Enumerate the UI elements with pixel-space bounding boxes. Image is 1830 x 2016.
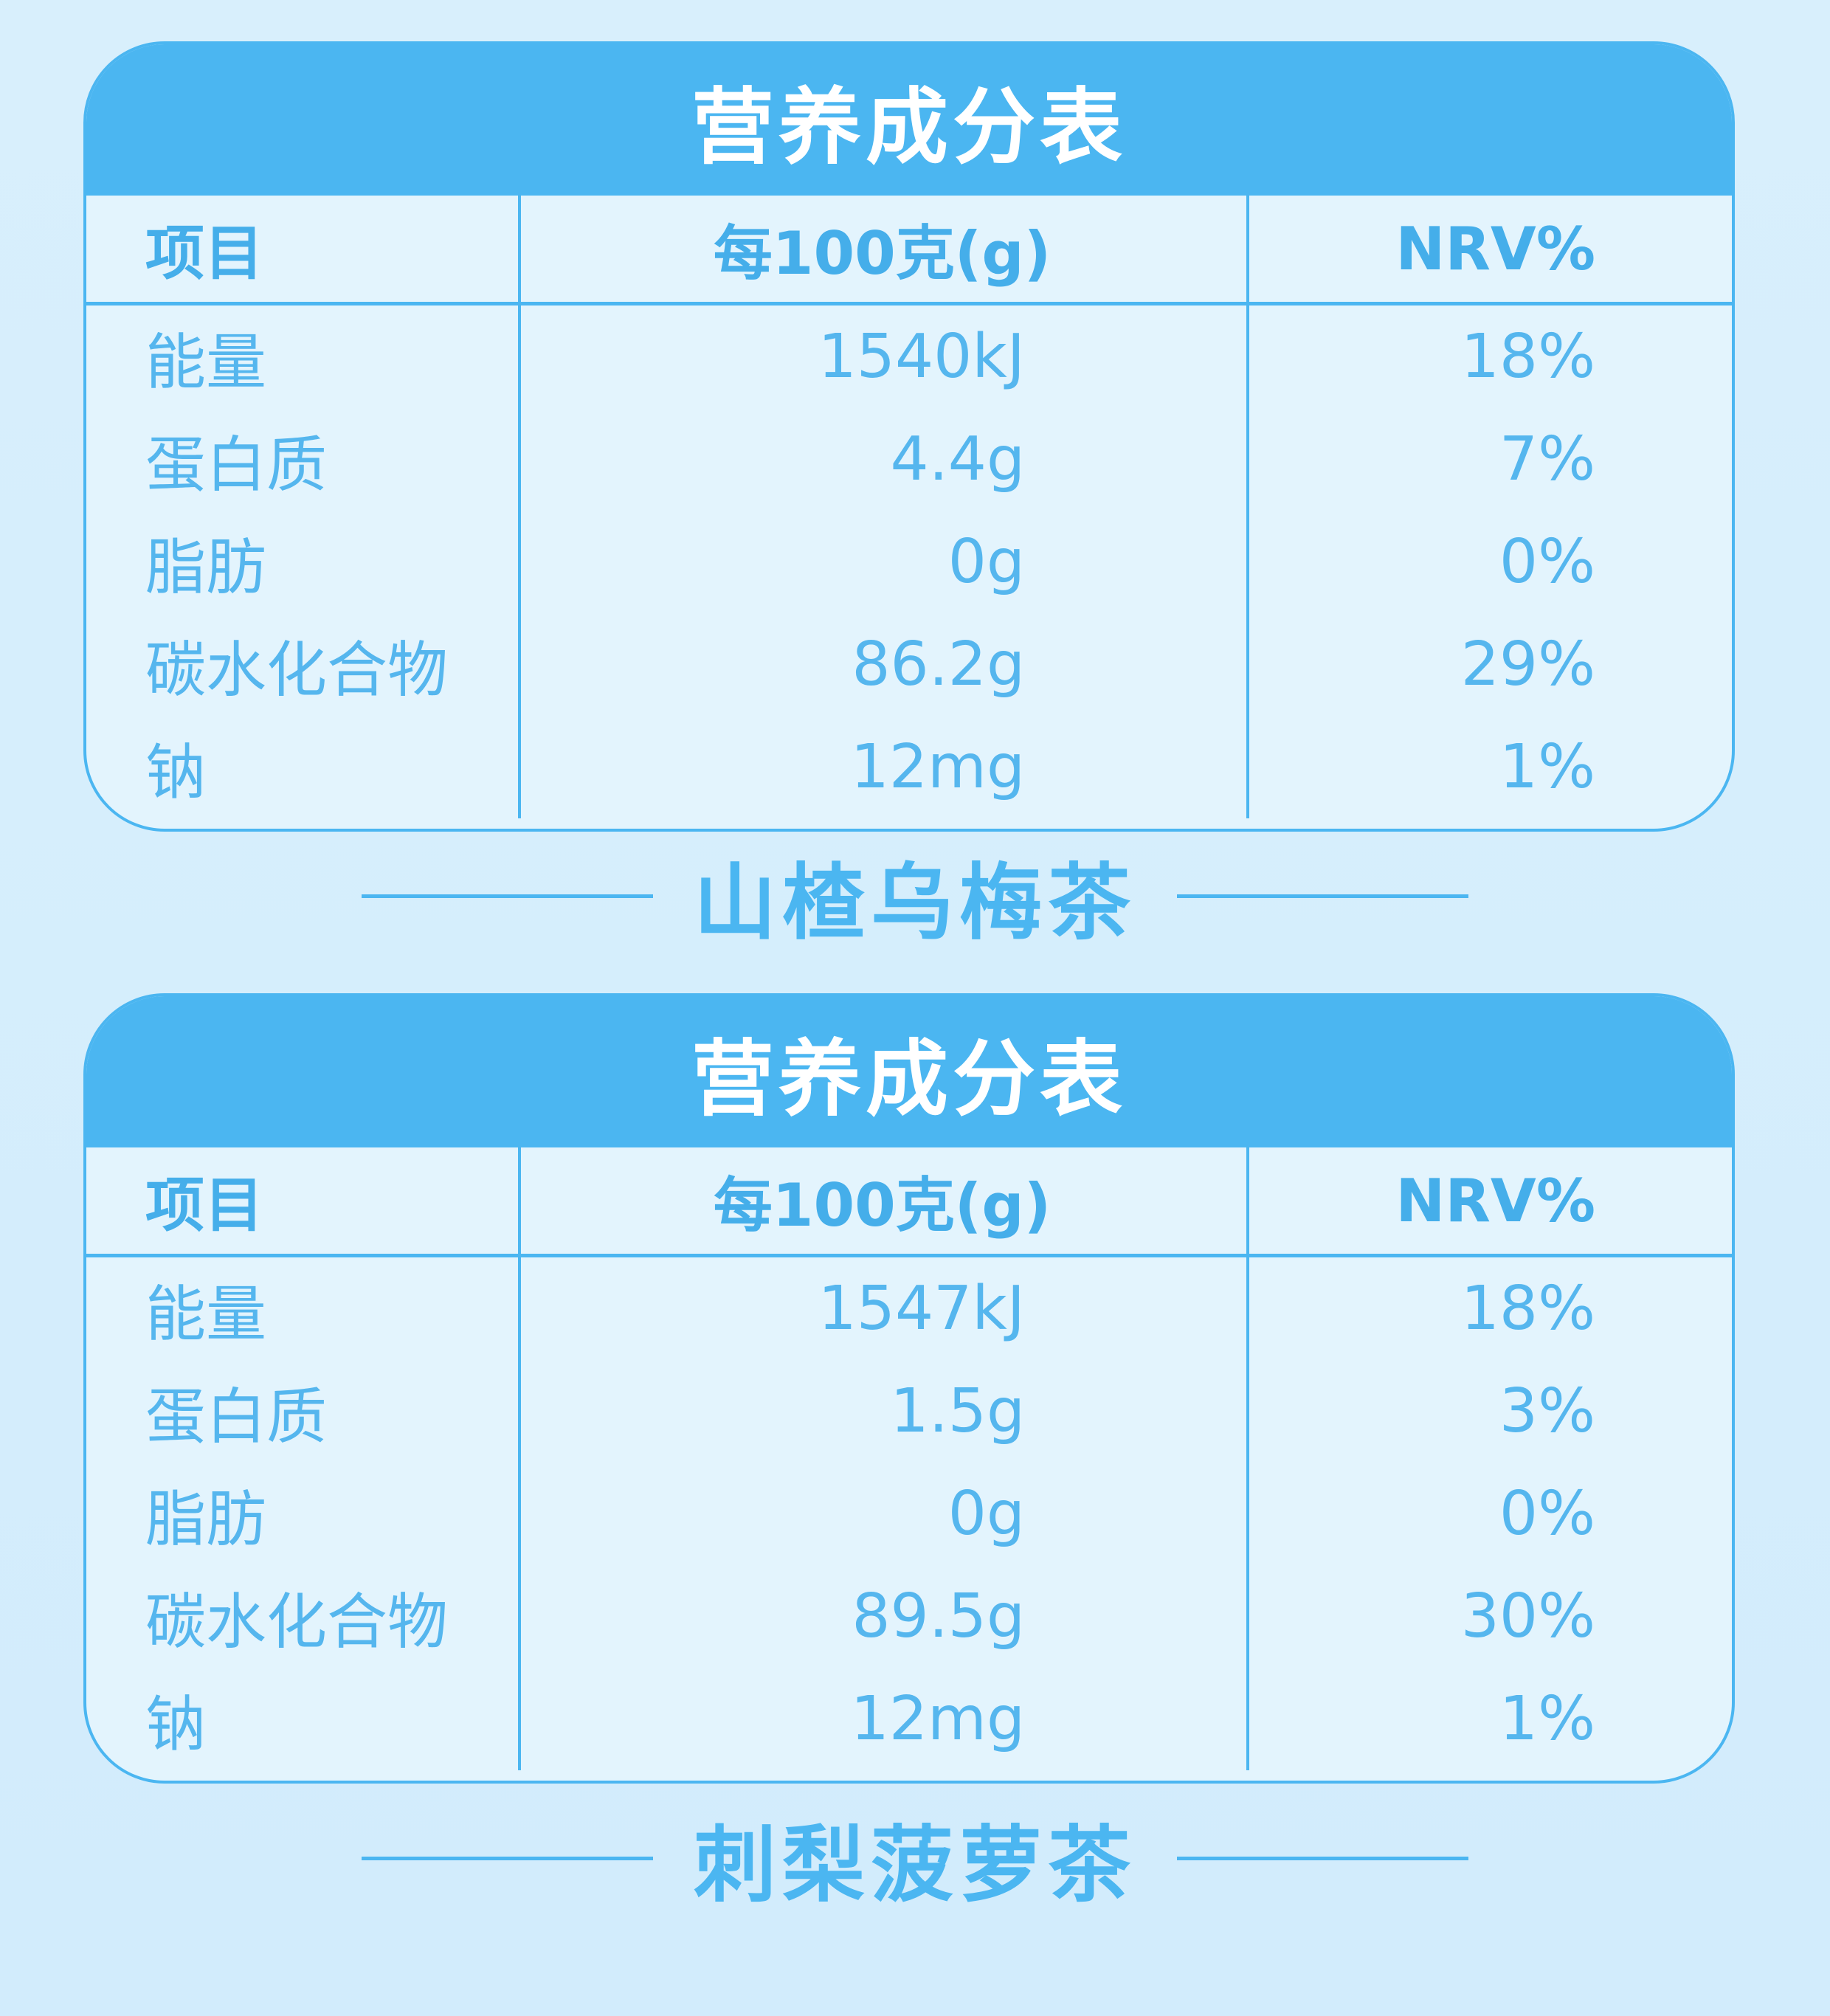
table-title: 营养成分表 bbox=[86, 44, 1732, 196]
nutrient-nrv: 1% bbox=[1499, 1684, 1595, 1754]
nutrient-nrv: 18% bbox=[1460, 1274, 1595, 1344]
divider-line bbox=[1177, 894, 1468, 898]
column-divider bbox=[1246, 196, 1249, 818]
nutrition-table-1: 营养成分表 项目 每100克(g) NRV% 能量 1540kJ 18% 蛋白质… bbox=[83, 41, 1735, 832]
divider-line bbox=[362, 1856, 653, 1860]
product-name: 刺梨菠萝茶 bbox=[694, 1817, 1136, 1913]
product-name: 山楂乌梅茶 bbox=[694, 855, 1136, 951]
nutrient-amount: 12mg bbox=[850, 732, 1025, 802]
nutrient-nrv: 3% bbox=[1499, 1376, 1595, 1446]
nutrient-nrv: 30% bbox=[1460, 1581, 1595, 1651]
nutrient-name: 脂肪 bbox=[145, 1485, 267, 1555]
nutrient-nrv: 1% bbox=[1499, 732, 1595, 802]
table-row: 蛋白质 1.5g 3% bbox=[86, 1360, 1732, 1463]
column-header-nrv: NRV% bbox=[1395, 1166, 1595, 1235]
nutrient-name: 脂肪 bbox=[145, 533, 267, 603]
table-row: 钠 12mg 1% bbox=[86, 1668, 1732, 1770]
nutrient-name: 蛋白质 bbox=[145, 430, 328, 500]
nutrient-name: 能量 bbox=[145, 328, 267, 398]
table-row: 脂肪 0g 0% bbox=[86, 1463, 1732, 1565]
table-row: 能量 1547kJ 18% bbox=[86, 1257, 1732, 1360]
table-grid: 项目 每100克(g) NRV% 能量 1540kJ 18% 蛋白质 4.4g … bbox=[86, 196, 1732, 818]
column-header-per100g: 每100克(g) bbox=[713, 219, 1052, 288]
nutrient-name: 蛋白质 bbox=[145, 1382, 328, 1452]
nutrient-amount: 86.2g bbox=[852, 629, 1025, 700]
nutrient-amount: 1547kJ bbox=[818, 1274, 1025, 1344]
nutrient-nrv: 0% bbox=[1499, 527, 1595, 597]
nutrient-name: 能量 bbox=[145, 1280, 267, 1350]
product-name-label-1: 山楂乌梅茶 bbox=[0, 844, 1830, 951]
nutrient-nrv: 18% bbox=[1460, 322, 1595, 392]
nutrient-amount: 1540kJ bbox=[818, 322, 1025, 392]
column-divider bbox=[518, 1147, 521, 1770]
table-row: 碳水化合物 89.5g 30% bbox=[86, 1565, 1732, 1668]
divider-line bbox=[1177, 1856, 1468, 1860]
nutrient-name: 钠 bbox=[145, 1690, 207, 1760]
nutrient-name: 钠 bbox=[145, 738, 207, 808]
column-header-item: 项目 bbox=[145, 219, 263, 288]
table-header-row: 项目 每100克(g) NRV% bbox=[86, 1147, 1732, 1257]
nutrient-amount: 0g bbox=[947, 1479, 1025, 1549]
nutrient-nrv: 7% bbox=[1499, 424, 1595, 494]
nutrient-name: 碳水化合物 bbox=[145, 1587, 449, 1657]
product-name-label-2: 刺梨菠萝茶 bbox=[0, 1806, 1830, 1913]
nutrient-amount: 89.5g bbox=[852, 1581, 1025, 1651]
table-row: 能量 1540kJ 18% bbox=[86, 305, 1732, 408]
nutrient-amount: 4.4g bbox=[890, 424, 1025, 494]
column-header-nrv: NRV% bbox=[1395, 214, 1595, 283]
nutrient-amount: 0g bbox=[947, 527, 1025, 597]
column-divider bbox=[518, 196, 521, 818]
divider-line bbox=[362, 894, 653, 898]
nutrient-nrv: 0% bbox=[1499, 1479, 1595, 1549]
table-grid: 项目 每100克(g) NRV% 能量 1547kJ 18% 蛋白质 1.5g … bbox=[86, 1147, 1732, 1770]
table-row: 钠 12mg 1% bbox=[86, 716, 1732, 818]
table-header-row: 项目 每100克(g) NRV% bbox=[86, 196, 1732, 305]
column-divider bbox=[1246, 1147, 1249, 1770]
table-row: 碳水化合物 86.2g 29% bbox=[86, 613, 1732, 716]
table-title: 营养成分表 bbox=[86, 996, 1732, 1147]
table-row: 脂肪 0g 0% bbox=[86, 511, 1732, 613]
nutrient-name: 碳水化合物 bbox=[145, 635, 449, 705]
nutrient-nrv: 29% bbox=[1460, 629, 1595, 700]
table-row: 蛋白质 4.4g 7% bbox=[86, 408, 1732, 511]
column-header-item: 项目 bbox=[145, 1171, 263, 1240]
nutrient-amount: 1.5g bbox=[890, 1376, 1025, 1446]
nutrient-amount: 12mg bbox=[850, 1684, 1025, 1754]
column-header-per100g: 每100克(g) bbox=[713, 1171, 1052, 1240]
nutrition-table-2: 营养成分表 项目 每100克(g) NRV% 能量 1547kJ 18% 蛋白质… bbox=[83, 993, 1735, 1784]
